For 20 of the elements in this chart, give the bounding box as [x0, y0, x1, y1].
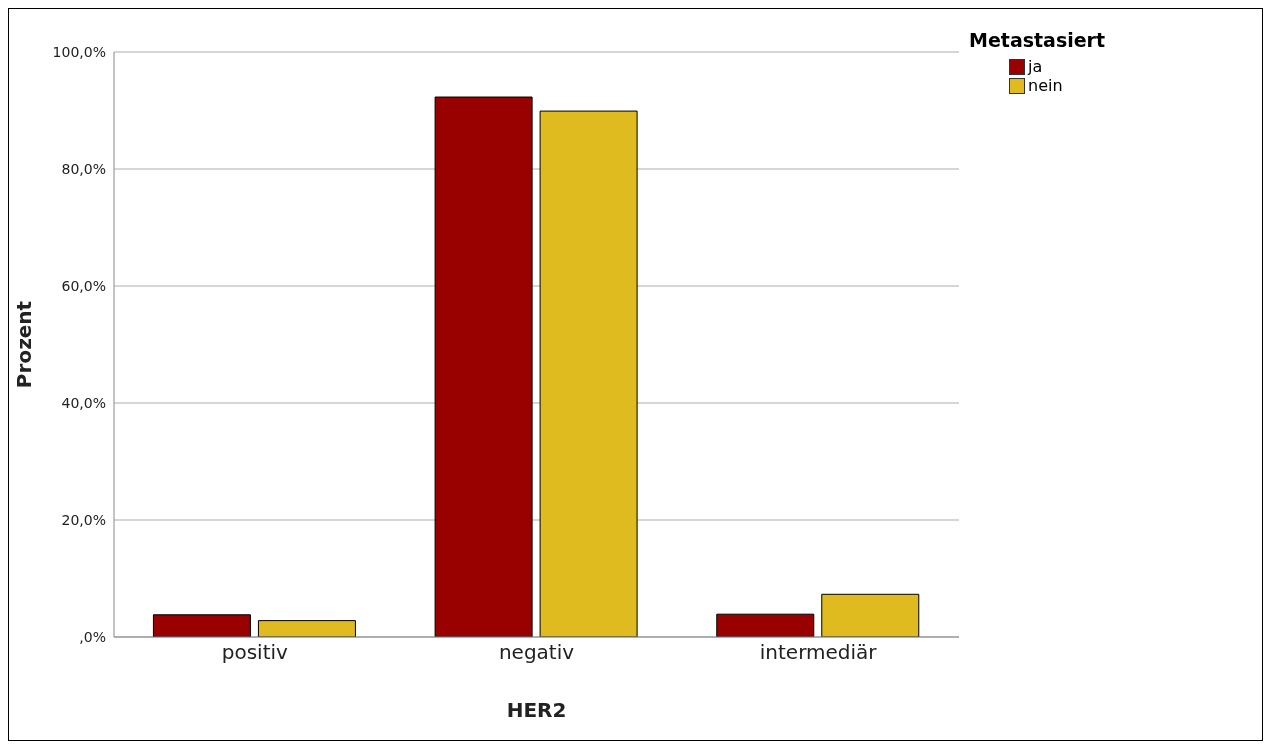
x-tick-label: positiv	[221, 640, 289, 665]
legend-label: ja	[1028, 57, 1043, 76]
legend-title: Metastasiert	[969, 29, 1107, 51]
x-tick-label: negativ	[498, 640, 575, 665]
y-tick-label: 40,0%	[61, 394, 106, 411]
bar	[716, 613, 815, 637]
bar	[821, 593, 920, 637]
x-axis-title: HER2	[506, 698, 567, 722]
y-axis-title: Prozent	[12, 300, 37, 389]
x-tick-label: intermediär	[759, 640, 878, 665]
bar	[152, 614, 251, 637]
y-tick-label: ,0%	[79, 628, 106, 645]
y-tick-label: 80,0%	[61, 160, 106, 177]
y-tick-label: 100,0%	[52, 43, 106, 60]
y-tick-label: 20,0%	[61, 511, 106, 528]
legend-label: nein	[1028, 76, 1063, 95]
bar	[434, 96, 533, 637]
y-tick-label: 60,0%	[61, 277, 106, 294]
bar	[539, 110, 638, 637]
bar	[257, 620, 356, 637]
